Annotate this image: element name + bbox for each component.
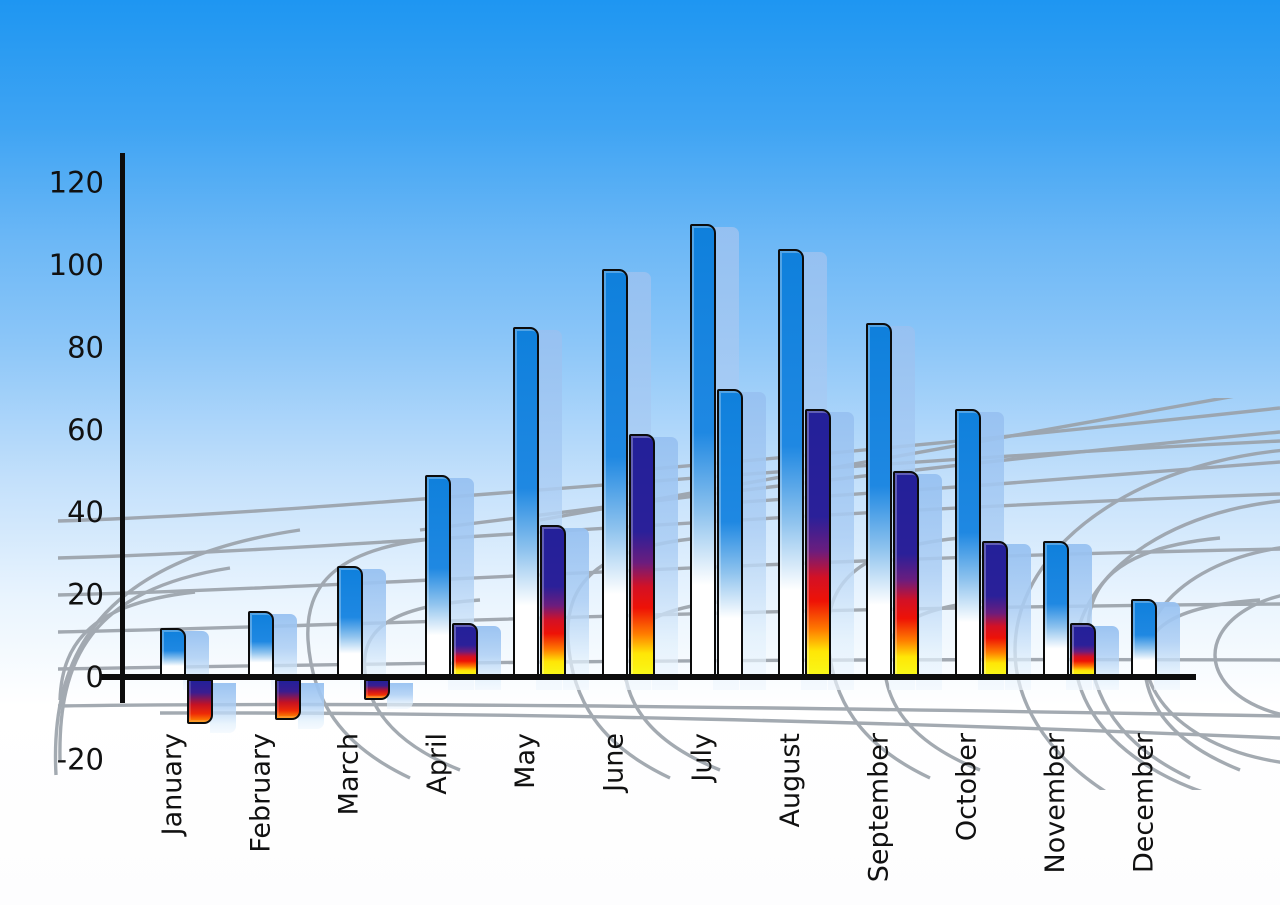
y-axis-tick-label-40: 40: [67, 495, 104, 529]
bar-secondary-june: [628, 433, 655, 677]
y-axis-tick-label-100: 100: [49, 248, 104, 282]
bar-secondary-january: [187, 679, 213, 725]
bar-secondary-august: [805, 409, 832, 677]
bar-shadow-secondary-february: [298, 683, 325, 730]
x-axis-month-label-march: March: [334, 733, 365, 815]
x-axis-month-label-may: May: [510, 733, 541, 789]
bar-primary-june: [601, 269, 628, 677]
x-axis-month-label-december: December: [1128, 732, 1159, 873]
y-axis-tick-label-0: 0: [86, 660, 104, 694]
bar-primary-july: [689, 223, 716, 677]
y-axis-line: [120, 153, 125, 703]
bar-secondary-may: [540, 524, 567, 677]
bar-secondary-october: [981, 541, 1008, 677]
bar-primary-november: [1043, 541, 1069, 677]
bar-shadow-secondary-june: [651, 436, 678, 690]
bar-primary-september: [866, 322, 893, 677]
y-axis-tick-label-20: 20: [67, 578, 104, 612]
bar-shadow-secondary-january: [210, 683, 236, 734]
y-axis-tick-label-120: 120: [49, 166, 104, 200]
bar-secondary-february: [275, 679, 302, 721]
bar-shadow-secondary-march: [386, 683, 413, 709]
bar-secondary-september: [893, 471, 920, 677]
x-axis-month-label-november: November: [1040, 732, 1071, 873]
y-axis-tick-label-80: 80: [67, 330, 104, 364]
x-axis-month-label-october: October: [952, 732, 983, 841]
y-axis-tick-label-60: 60: [67, 413, 104, 447]
y-axis-tick-label--20: -20: [57, 742, 104, 776]
bar-primary-august: [778, 248, 805, 677]
x-axis-month-label-june: June: [599, 733, 630, 794]
x-axis-baseline: [100, 674, 1196, 680]
bar-secondary-april: [451, 623, 478, 677]
x-axis-month-label-february: February: [245, 733, 276, 853]
bar-shadow-secondary-october: [1004, 544, 1031, 690]
x-axis-month-label-january: January: [157, 733, 188, 837]
bar-primary-april: [424, 475, 451, 677]
x-axis-month-label-april: April: [422, 733, 453, 795]
bar-secondary-november: [1070, 623, 1096, 677]
bar-shadow-secondary-july: [739, 391, 766, 690]
bar-shadow-secondary-august: [828, 412, 855, 690]
bar-shadow-secondary-september: [916, 474, 943, 690]
x-axis-month-label-september: September: [863, 732, 894, 882]
x-axis-month-label-august: August: [775, 733, 806, 828]
bar-primary-march: [336, 565, 363, 677]
bar-primary-october: [954, 409, 981, 677]
x-axis-month-label-july: July: [687, 733, 718, 784]
bar-shadow-secondary-may: [563, 527, 590, 690]
bar-shadow-primary-march: [359, 568, 386, 690]
bar-secondary-july: [716, 388, 743, 677]
